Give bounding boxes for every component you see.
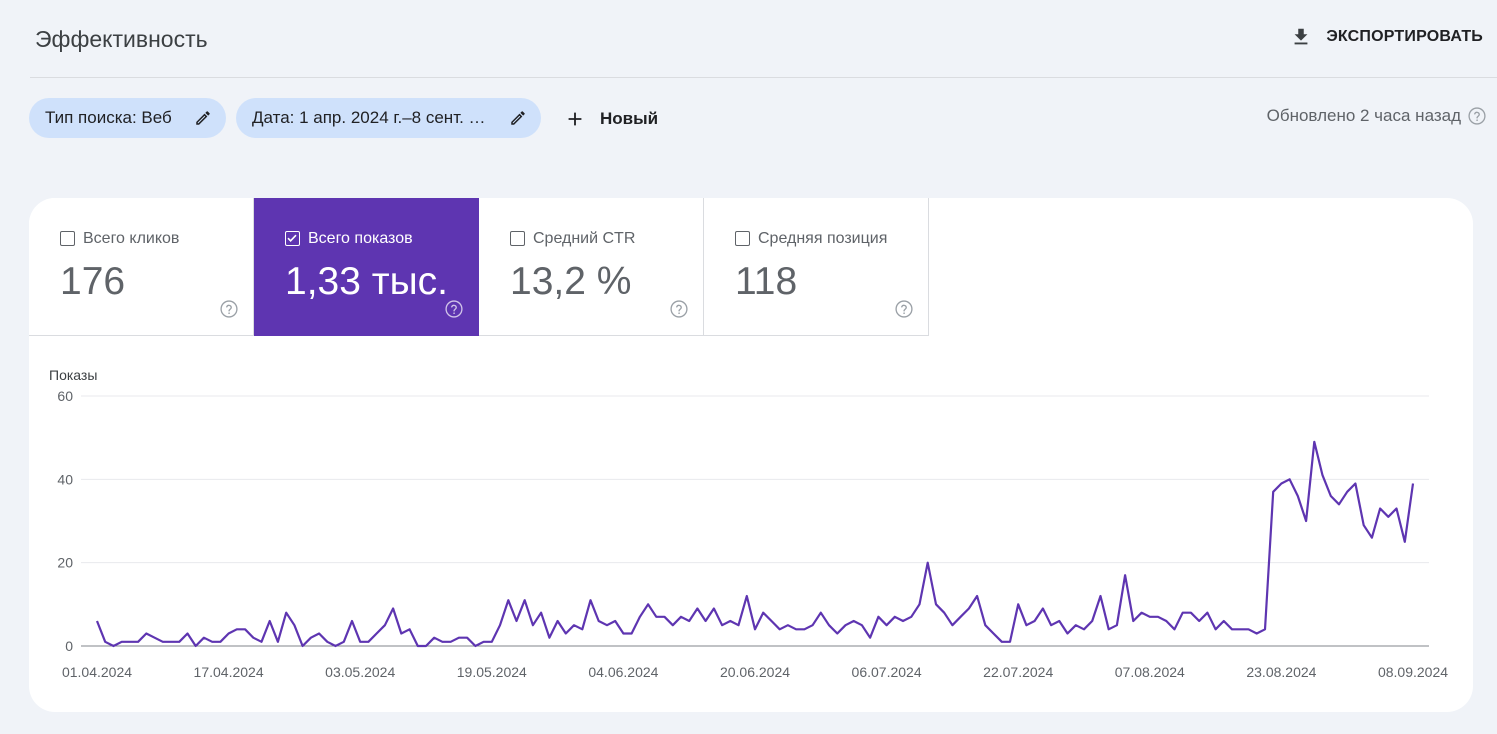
x-tick-label: 08.09.2024 bbox=[1378, 664, 1448, 680]
impressions-series-line bbox=[95, 440, 1415, 648]
x-tick-label: 22.07.2024 bbox=[983, 664, 1053, 680]
header-divider bbox=[30, 77, 1497, 78]
y-tick-label: 60 bbox=[57, 388, 73, 404]
help-icon[interactable] bbox=[1467, 106, 1487, 126]
help-icon[interactable] bbox=[219, 299, 239, 319]
performance-card: Показы 0 20 40 60 01.04.2024 17.04.2024 03.05.2… bbox=[29, 198, 1473, 712]
help-icon[interactable] bbox=[444, 299, 464, 319]
x-tick-label: 03.05.2024 bbox=[325, 664, 395, 680]
search-type-filter-chip[interactable]: Тип поиска: Веб bbox=[29, 98, 226, 138]
checkbox-icon[interactable] bbox=[60, 231, 75, 246]
impressions-chart: Показы 0 20 40 60 01.04.2024 17.04.2024 03.05.2… bbox=[49, 367, 1448, 680]
x-tick-label: 06.07.2024 bbox=[852, 664, 922, 680]
updated-status: Обновлено 2 часа назад bbox=[1267, 106, 1487, 126]
export-label: ЭКСПОРТИРОВАТЬ bbox=[1326, 28, 1483, 45]
metric-tile-ctr[interactable]: Средний CTR 13,2 % bbox=[479, 198, 704, 336]
metric-label: Средний CTR bbox=[533, 230, 636, 247]
x-tick-label: 04.06.2024 bbox=[588, 664, 658, 680]
metric-label: Всего показов bbox=[308, 230, 413, 247]
x-tick-label: 20.06.2024 bbox=[720, 664, 790, 680]
metric-value: 118 bbox=[735, 260, 798, 303]
y-axis-title: Показы bbox=[49, 367, 97, 383]
metric-tile-clicks[interactable]: Всего кликов 176 bbox=[29, 198, 254, 336]
metric-tile-position[interactable]: Средняя позиция 118 bbox=[704, 198, 929, 336]
updated-label: Обновлено 2 часа назад bbox=[1266, 106, 1461, 125]
date-filter-chip[interactable]: Дата: 1 апр. 2024 г.–8 сент. … bbox=[236, 98, 541, 138]
download-icon bbox=[1294, 28, 1308, 45]
metric-label: Всего кликов bbox=[83, 230, 180, 247]
x-tick-label: 01.04.2024 bbox=[62, 664, 132, 680]
plus-icon bbox=[568, 112, 582, 126]
x-tick-label: 07.08.2024 bbox=[1115, 664, 1185, 680]
metric-tile-impressions[interactable]: Всего показов 1,33 тыс. bbox=[254, 198, 479, 336]
x-tick-label: 19.05.2024 bbox=[457, 664, 527, 680]
metric-value: 1,33 тыс. bbox=[285, 260, 448, 303]
metric-value: 13,2 % bbox=[510, 260, 632, 303]
help-icon[interactable] bbox=[894, 299, 914, 319]
checkbox-icon[interactable] bbox=[735, 231, 750, 246]
new-filter-label: Новый bbox=[600, 109, 659, 128]
edit-pencil-icon[interactable] bbox=[194, 109, 212, 127]
metric-label: Средняя позиция bbox=[758, 230, 888, 247]
y-tick-label: 0 bbox=[65, 638, 73, 654]
help-icon[interactable] bbox=[669, 299, 689, 319]
new-filter-button[interactable]: Новый bbox=[564, 104, 658, 134]
export-button[interactable]: ЭКСПОРТИРОВАТЬ bbox=[1290, 22, 1483, 52]
edit-pencil-icon[interactable] bbox=[509, 109, 527, 127]
x-tick-label: 23.08.2024 bbox=[1246, 664, 1316, 680]
search-type-label: Тип поиска: Веб bbox=[45, 108, 172, 127]
checkbox-icon[interactable] bbox=[510, 231, 525, 246]
date-filter-label: Дата: 1 апр. 2024 г.–8 сент. … bbox=[252, 108, 486, 127]
y-tick-label: 20 bbox=[57, 555, 73, 571]
x-tick-label: 17.04.2024 bbox=[194, 664, 264, 680]
metric-value: 176 bbox=[60, 260, 126, 303]
checkbox-checked-icon[interactable] bbox=[285, 231, 300, 246]
page-title: Эффективность bbox=[35, 26, 208, 52]
y-tick-label: 40 bbox=[57, 471, 73, 487]
